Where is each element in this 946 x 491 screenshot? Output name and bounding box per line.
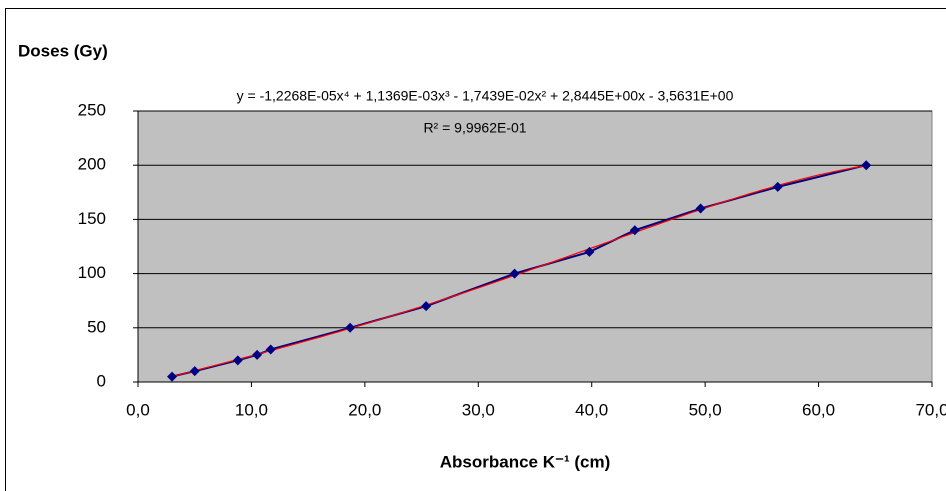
point-marker <box>167 371 178 382</box>
x-tick-label: 50,0 <box>689 400 722 419</box>
x-tick-label: 60,0 <box>802 400 835 419</box>
plot-background <box>137 110 933 383</box>
point-marker <box>421 301 432 312</box>
point-marker <box>772 181 783 192</box>
y-tick-label: 100 <box>78 263 106 282</box>
y-tick-label: 0 <box>97 371 106 390</box>
point-marker <box>189 366 200 377</box>
y-tick-label: 250 <box>78 100 106 119</box>
trend-equation: y = -1,2268E-05x⁴ + 1,1369E-03x³ - 1,743… <box>237 88 734 104</box>
plot-area <box>137 110 933 383</box>
point-marker <box>509 268 520 279</box>
y-tick-label: 50 <box>87 317 106 336</box>
r-squared: R² = 9,9962E-01 <box>423 120 526 136</box>
y-axis-title: Doses (Gy) <box>18 41 108 60</box>
point-marker <box>345 322 356 333</box>
x-tick-label: 20,0 <box>348 400 381 419</box>
point-marker <box>265 344 276 355</box>
point-marker <box>584 246 595 257</box>
x-tick-label: 70,0 <box>915 400 946 419</box>
point-marker <box>252 349 263 360</box>
x-tick-label: 40,0 <box>575 400 608 419</box>
point-marker <box>629 225 640 236</box>
y-tick-label: 150 <box>78 209 106 228</box>
x-tick-label: 30,0 <box>462 400 495 419</box>
point-marker <box>695 203 706 214</box>
point-marker <box>232 355 243 366</box>
x-tick-label: 0,0 <box>126 400 150 419</box>
point-marker <box>861 160 872 171</box>
x-axis-title: Absorbance K⁻¹ (cm) <box>440 452 611 471</box>
y-tick-label: 200 <box>78 155 106 174</box>
x-tick-label: 10,0 <box>235 400 268 419</box>
